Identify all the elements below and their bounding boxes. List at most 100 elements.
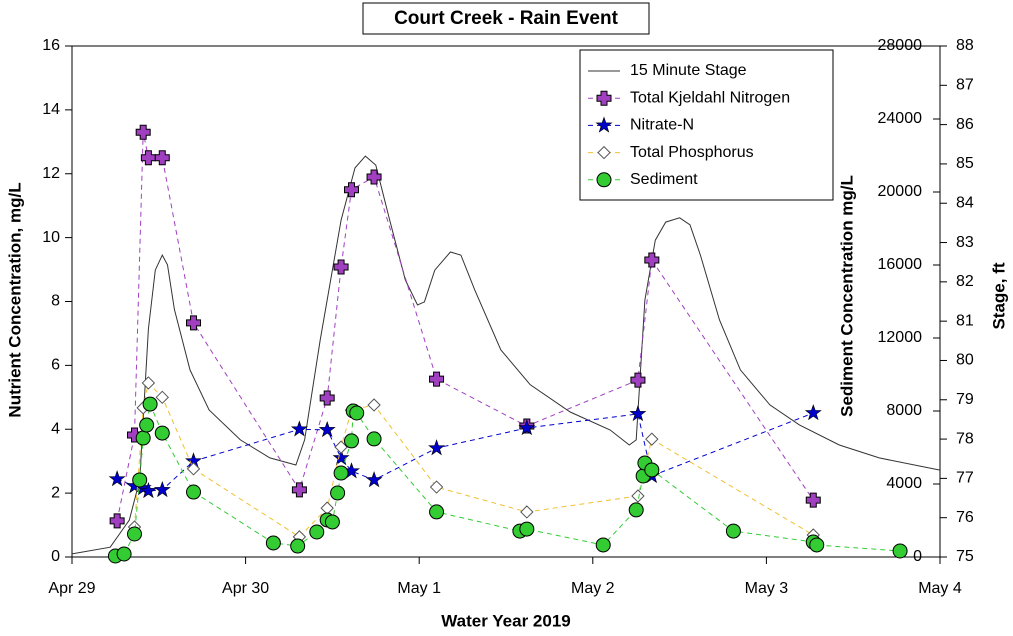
x-tick-label: May 3	[745, 580, 789, 597]
marker	[725, 523, 741, 539]
marker	[631, 489, 645, 503]
marker	[804, 404, 822, 421]
marker	[518, 419, 536, 436]
marker	[429, 480, 444, 494]
y-tick-label: 4	[51, 420, 60, 437]
marker	[428, 439, 446, 456]
marker	[132, 472, 148, 488]
legend-label: Total Kjeldahl Nitrogen	[630, 89, 790, 106]
marker	[628, 502, 644, 518]
marker	[135, 430, 151, 446]
marker	[139, 481, 157, 499]
legend-label: 15 Minute Stage	[630, 62, 747, 79]
legend-label: Nitrate-N	[630, 117, 694, 134]
y2-tick-label: 8000	[886, 402, 922, 419]
marker	[630, 372, 646, 388]
marker	[520, 505, 534, 519]
legend-label: Sediment	[630, 171, 698, 188]
y3-tick-label: 80	[956, 352, 974, 369]
marker	[290, 538, 306, 554]
y-tick-label: 10	[42, 229, 60, 246]
legend-box	[579, 49, 834, 201]
x-tick-label: May 4	[918, 580, 962, 597]
marker	[291, 482, 307, 498]
marker	[154, 150, 170, 166]
x-tick-label: Apr 29	[48, 580, 95, 597]
marker	[135, 124, 151, 140]
marker	[645, 432, 659, 446]
y-tick-label: 8	[51, 293, 60, 310]
marker	[333, 465, 349, 481]
marker	[366, 169, 382, 185]
marker	[367, 398, 381, 412]
y-tick-label: 2	[51, 484, 60, 501]
marker	[429, 371, 445, 387]
marker	[139, 417, 155, 433]
marker	[154, 425, 170, 441]
marker	[318, 420, 336, 438]
y-tick-label: 14	[42, 101, 60, 118]
marker	[809, 537, 825, 553]
marker	[109, 513, 125, 529]
y3-tick-label: 81	[956, 312, 974, 329]
chart-title: Court Creek - Rain Event	[394, 8, 618, 29]
y-tick-label: 6	[51, 357, 60, 374]
marker	[140, 150, 156, 166]
y2-tick-label: 4000	[886, 475, 922, 492]
legend-marker	[596, 90, 612, 106]
x-axis-title: Water Year 2019	[441, 611, 570, 630]
marker	[153, 480, 171, 498]
y3-tick-label: 88	[956, 37, 974, 54]
y2-tick-label: 0	[913, 548, 922, 565]
marker	[324, 514, 340, 530]
marker	[142, 396, 158, 412]
marker	[116, 546, 132, 562]
marker	[349, 405, 365, 421]
y2-tick-label: 28000	[878, 37, 923, 54]
marker	[519, 521, 535, 537]
series-line	[116, 132, 814, 521]
legend-marker	[596, 172, 612, 188]
marker	[319, 390, 335, 406]
y2-tick-label: 16000	[878, 256, 923, 273]
y-axis-title: Nutrient Concentration, mg/L	[5, 182, 24, 417]
marker	[365, 471, 383, 488]
y2-tick-label: 24000	[878, 110, 923, 127]
y2-axis-title: Sediment Concentration mg/L	[837, 175, 856, 417]
y3-tick-label: 75	[956, 548, 974, 565]
y-tick-label: 0	[51, 548, 60, 565]
marker	[320, 501, 334, 515]
series-line	[116, 412, 814, 492]
y3-tick-label: 82	[956, 273, 974, 290]
y3-tick-label: 83	[956, 234, 974, 251]
marker	[186, 462, 201, 476]
y3-tick-label: 77	[956, 470, 974, 487]
marker	[186, 315, 202, 331]
y3-tick-label: 85	[956, 155, 974, 172]
marker	[333, 259, 349, 275]
marker	[126, 526, 142, 542]
stage-line	[71, 155, 941, 555]
marker	[334, 440, 348, 454]
y3-tick-label: 76	[956, 509, 974, 526]
marker	[892, 543, 908, 559]
marker	[309, 524, 325, 540]
marker	[155, 390, 169, 405]
marker	[595, 537, 611, 553]
y-tick-label: 16	[42, 37, 60, 54]
marker	[330, 485, 346, 501]
y2-tick-label: 20000	[878, 183, 923, 200]
legend-marker	[597, 145, 611, 160]
title-box	[362, 2, 650, 35]
marker	[644, 252, 660, 268]
y2-tick-label: 12000	[878, 329, 923, 346]
marker	[108, 470, 126, 487]
legend-label: Total Phosphorus	[630, 144, 754, 161]
y-tick-label: 12	[42, 165, 60, 182]
series-line	[134, 381, 814, 538]
marker	[343, 433, 359, 449]
marker	[141, 376, 156, 390]
y3-tick-label: 87	[956, 77, 974, 94]
marker	[629, 404, 647, 422]
